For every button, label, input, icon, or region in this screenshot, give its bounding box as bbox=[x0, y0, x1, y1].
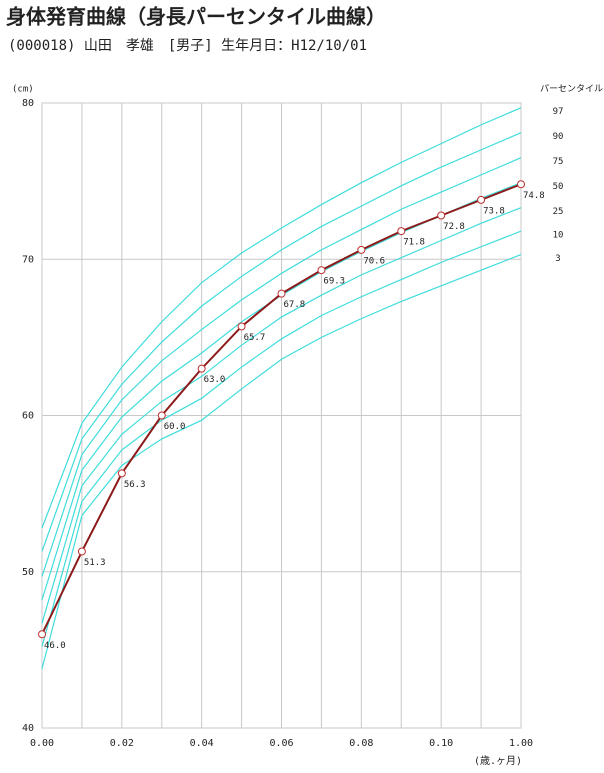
data-label: 70.6 bbox=[363, 256, 385, 266]
y-tick-label: 40 bbox=[22, 723, 34, 734]
data-point bbox=[317, 266, 326, 275]
x-tick-label: 0.02 bbox=[110, 738, 134, 749]
data-point bbox=[397, 227, 406, 236]
y-axis-label: (cm) bbox=[12, 85, 34, 95]
x-tick-label: 0.04 bbox=[190, 738, 214, 749]
y-tick-label: 50 bbox=[22, 567, 34, 578]
data-label: 60.0 bbox=[164, 422, 186, 432]
legend-label: 97 bbox=[553, 107, 564, 117]
data-label: 46.0 bbox=[44, 641, 66, 651]
legend-title: パーセンタイル bbox=[540, 84, 603, 95]
data-label: 69.3 bbox=[323, 277, 345, 287]
data-point bbox=[197, 364, 206, 373]
data-label: 72.8 bbox=[443, 222, 465, 232]
percentile-line bbox=[41, 230, 522, 647]
data-label: 67.8 bbox=[284, 300, 306, 310]
data-point bbox=[237, 322, 246, 331]
percentile-line bbox=[41, 207, 522, 624]
percentile-line bbox=[41, 132, 522, 552]
percentile-line bbox=[41, 107, 522, 529]
data-point bbox=[477, 195, 486, 204]
x-tick-label: 0.10 bbox=[429, 738, 453, 749]
legend-label: 10 bbox=[553, 231, 564, 241]
y-tick-label: 60 bbox=[22, 411, 34, 422]
legend-label: 3 bbox=[555, 254, 560, 264]
data-label: 65.7 bbox=[244, 333, 266, 343]
x-tick-label: 0.06 bbox=[269, 738, 293, 749]
data-label: 56.3 bbox=[124, 480, 146, 490]
legend-label: 90 bbox=[553, 132, 564, 142]
data-point bbox=[117, 469, 126, 478]
data-label: 63.0 bbox=[204, 375, 226, 385]
legend-label: 50 bbox=[553, 182, 564, 192]
y-tick-label: 80 bbox=[22, 98, 34, 109]
legend-label: 25 bbox=[553, 207, 564, 217]
x-tick-label: 1.00 bbox=[509, 738, 533, 749]
data-label: 73.8 bbox=[483, 206, 505, 216]
data-point bbox=[277, 289, 286, 298]
x-axis-label: (歳.ヶ月) bbox=[474, 755, 522, 767]
data-point bbox=[38, 630, 46, 639]
data-label: 74.8 bbox=[523, 191, 545, 201]
y-tick-label: 70 bbox=[22, 254, 34, 265]
x-tick-label: 0.00 bbox=[30, 738, 54, 749]
data-point bbox=[517, 180, 525, 189]
data-point bbox=[77, 547, 86, 556]
data-point bbox=[357, 245, 366, 254]
percentile-line bbox=[41, 254, 522, 669]
chart-title: 身体発育曲線（身長パーセンタイル曲線） bbox=[6, 5, 386, 29]
data-point bbox=[437, 211, 446, 220]
data-label: 71.8 bbox=[403, 238, 425, 248]
data-label: 51.3 bbox=[84, 558, 106, 568]
percentile-line bbox=[41, 157, 522, 577]
chart-subtitle: (000018) 山田 孝雄 [男子] 生年月日：H12/10/01 bbox=[8, 38, 367, 54]
legend-label: 75 bbox=[553, 157, 564, 167]
x-tick-label: 0.08 bbox=[349, 738, 373, 749]
data-point bbox=[157, 411, 166, 420]
